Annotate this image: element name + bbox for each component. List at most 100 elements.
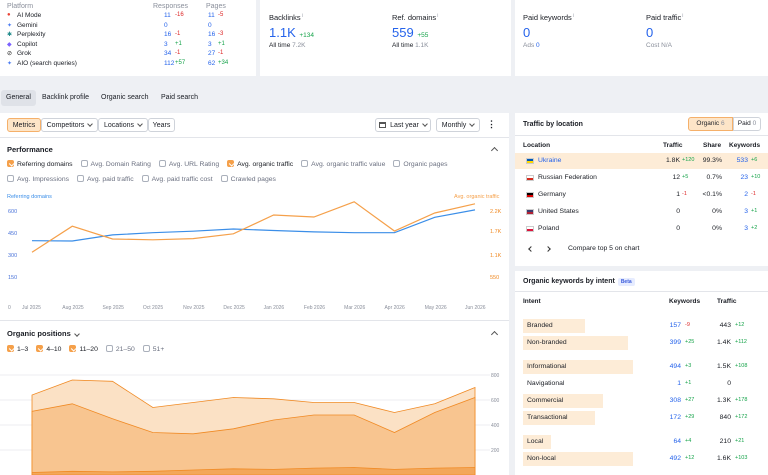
location-row[interactable]: Germany 1 -1 <0.1% 2 -1 [515,187,768,203]
intent-row[interactable]: Navigational 1 +1 0 [515,376,768,392]
backlinks-value[interactable]: 1.1K +134 [269,25,315,40]
ai-pages-value[interactable]: 11 [208,12,215,19]
ai-responses-value[interactable]: 11 [164,12,171,19]
backlinks-label[interactable]: Backlinksi [269,13,303,22]
metric-checkbox[interactable]: 21–50 [105,345,135,353]
location-row[interactable]: Poland 0 0% 3 +2 [515,221,768,237]
metric-checkbox[interactable]: Avg. Domain Rating [80,160,151,168]
intent-keywords[interactable]: 492 [669,455,681,462]
refdomains-value[interactable]: 559 +55 [392,25,429,40]
metric-checkbox[interactable]: Organic pages [393,160,448,168]
collapse-icon[interactable] [490,330,499,339]
organic-toggle[interactable]: Organic 6 [688,117,733,131]
locations-dropdown[interactable]: Locations [98,118,148,132]
tab-general[interactable]: General [1,90,36,106]
years-tab[interactable]: Years [148,118,175,132]
checkbox-icon [301,160,309,167]
location-keywords-delta: +1 [751,208,758,214]
ai-platform-row[interactable]: ✦ Gemini 0 0 [0,22,256,31]
intent-row[interactable]: Non-branded 399 +25 1.4K +112 [515,335,768,351]
intent-keywords[interactable]: 399 [669,339,681,346]
metrics-tab[interactable]: Metrics [7,118,41,132]
paid-traffic-value[interactable]: 0 [646,25,654,40]
metric-checkbox[interactable]: Crawled pages [220,175,276,183]
tab-backlink-profile[interactable]: Backlink profile [42,94,90,101]
ai-platform-row[interactable]: ✱ Perplexity 16 -1 16 -3 [0,31,256,40]
ai-pages-value[interactable]: 16 [208,31,216,39]
paid-traffic-label[interactable]: Paid traffici [646,13,684,22]
intent-keywords[interactable]: 308 [669,397,681,404]
ai-pages-value[interactable]: 3 [208,40,212,48]
metric-checkbox[interactable]: 1–3 [7,345,28,353]
metric-checkbox[interactable]: Avg. paid traffic [77,175,134,183]
location-row[interactable]: Russian Federation 12 +5 0.7% 23 +10 [515,170,768,186]
chevron-down-icon [422,121,428,127]
series-line [31,209,476,242]
metric-checkbox[interactable]: Avg. organic traffic value [301,160,385,168]
organic-positions-area-chart[interactable]: 800 600 400 200 [0,365,509,475]
ai-pages-value[interactable]: 62 [208,60,216,67]
intent-row[interactable]: Informational 494 +3 1.5K +108 [515,359,768,375]
intent-keywords[interactable]: 494 [669,363,681,370]
location-keywords[interactable]: 533 [736,157,748,164]
ai-responses-value[interactable]: 112 [164,60,175,67]
compare-top5-link[interactable]: Compare top 5 on chart [568,245,640,252]
intent-row[interactable]: Branded 157 -9 443 +12 [515,318,768,334]
location-row[interactable]: United States 0 0% 3 +1 [515,204,768,220]
ai-pages-value[interactable]: 27 [208,50,216,58]
intent-keywords[interactable]: 64 [673,438,681,445]
intent-keywords[interactable]: 172 [669,414,681,421]
ai-responses-value[interactable]: 34 [164,50,172,58]
ai-platform-row[interactable]: ● AI Mode 11 -16 11 -5 [0,12,256,21]
prev-icon[interactable] [528,246,534,252]
intent-row[interactable]: Commercial 308 +27 1.3K +178 [515,393,768,409]
intent-keywords[interactable]: 157 [669,322,681,329]
ai-platform-row[interactable]: ◆ Copilot 3 +1 3 +1 [0,41,256,50]
intent-traffic: 1.3K [717,397,731,404]
ai-platform-row[interactable]: ✦ AIO (search queries) 112 +57 62 +34 [0,60,256,69]
next-icon[interactable] [545,246,551,252]
interval-dropdown[interactable]: Monthly [436,118,480,132]
intent-name: Local [527,438,544,445]
chevron-down-icon [469,121,476,127]
location-keywords[interactable]: 23 [740,174,748,181]
refdomains-label[interactable]: Ref. domainsi [392,13,439,22]
paid-keywords-value[interactable]: 0 [523,25,531,40]
intent-traffic: 210 [719,438,731,445]
intent-row[interactable]: Local 64 +4 210 +21 [515,434,768,450]
metric-checkbox[interactable]: Avg. organic traffic [227,160,293,168]
tab-paid-search[interactable]: Paid search [161,94,198,101]
metric-checkbox[interactable]: Avg. Impressions [7,175,69,183]
tab-organic-search[interactable]: Organic search [101,94,149,101]
performance-line-chart[interactable]: 600 450 300 150 2.2K 1.7K 1.1K 550 Jul 2025 Aug 2… [0,201,509,313]
intent-row[interactable]: Non-local 492 +12 1.6K +103 [515,451,768,467]
metric-checkbox[interactable]: Avg. paid traffic cost [141,175,213,183]
paid-keywords-label[interactable]: Paid keywordsi [523,13,574,22]
organic-positions-title[interactable]: Organic positions [7,329,80,338]
ai-pages-value[interactable]: 0 [208,21,212,29]
location-row[interactable]: Ukraine 1.8K +120 99.3% 533 +6 [515,153,768,169]
intent-row[interactable]: Transactional 172 +29 840 +172 [515,410,768,426]
calendar-icon [379,122,387,128]
metric-checkbox[interactable]: 4–10 [36,345,61,353]
metric-checkbox[interactable]: Avg. URL Rating [158,160,219,168]
collapse-icon[interactable] [490,146,499,155]
location-keywords[interactable]: 3 [744,225,748,232]
ai-responses-value[interactable]: 0 [164,21,168,29]
toolbar-divider [0,137,509,138]
metric-checkbox[interactable]: Referring domains [7,160,73,168]
ai-platform-row[interactable]: ⊘ Grok 34 -1 27 -1 [0,50,256,59]
paid-toggle[interactable]: Paid 0 [733,117,761,131]
ai-responses-value[interactable]: 3 [164,40,168,48]
competitors-dropdown[interactable]: Competitors [41,118,98,132]
location-keywords[interactable]: 3 [744,208,748,215]
metric-checkbox[interactable]: 11–20 [69,345,98,353]
period-dropdown[interactable]: Last year [375,118,431,132]
metric-checkbox[interactable]: 51+ [142,345,164,353]
location-keywords[interactable]: 2 [744,191,748,198]
ai-responses-value[interactable]: 16 [164,31,172,39]
intent-bar [523,452,633,466]
more-options-icon[interactable]: ⋮ [487,119,496,129]
x-tick: Apr 2026 [384,305,405,311]
intent-keywords[interactable]: 1 [677,380,681,387]
